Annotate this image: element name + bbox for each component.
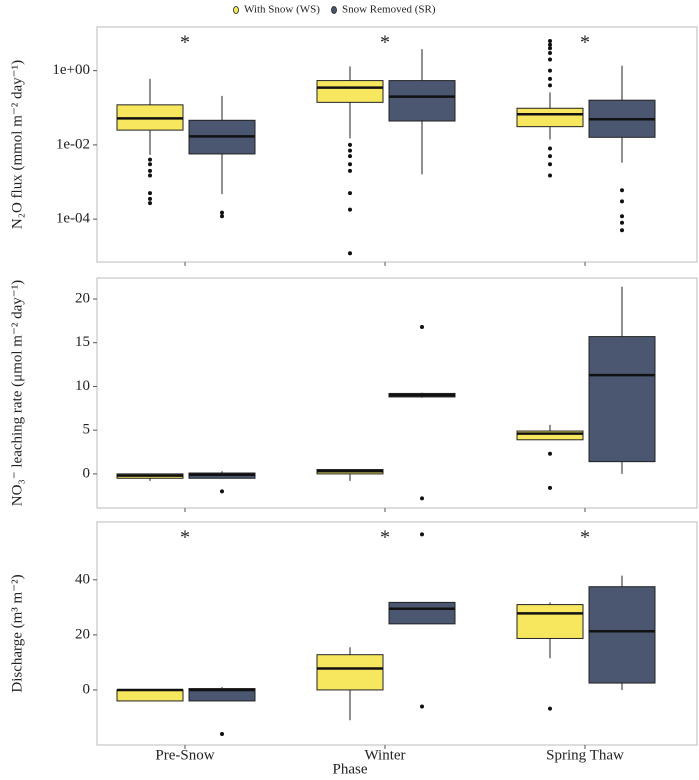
significance-star: * xyxy=(380,32,390,54)
x-tick-label: Spring Thaw xyxy=(546,747,624,763)
box xyxy=(316,654,384,691)
y-tick-label: 0 xyxy=(83,681,91,697)
outlier xyxy=(420,532,424,537)
outlier xyxy=(348,154,352,159)
box xyxy=(116,689,184,702)
outlier xyxy=(548,57,552,62)
outlier xyxy=(620,188,624,193)
x-tick-label: Winter xyxy=(364,747,405,763)
significance-star: * xyxy=(580,32,590,54)
y-tick-label: 40 xyxy=(75,571,90,587)
outlier xyxy=(548,706,552,711)
outlier xyxy=(220,731,224,736)
outlier xyxy=(548,485,552,490)
x-axis-label: Phase xyxy=(333,761,368,777)
outlier xyxy=(548,38,552,43)
outlier xyxy=(348,251,352,256)
box xyxy=(188,688,256,702)
outlier xyxy=(348,168,352,173)
legend-marker xyxy=(233,6,239,14)
y-tick-label: 15 xyxy=(75,334,90,350)
outlier xyxy=(148,201,152,206)
panel-frame xyxy=(96,277,698,509)
box xyxy=(516,604,584,639)
outlier xyxy=(620,214,624,219)
outlier xyxy=(548,451,552,456)
significance-star: * xyxy=(180,527,190,549)
outlier xyxy=(148,157,152,162)
y-tick-label: 1e+00 xyxy=(52,62,90,78)
box xyxy=(588,336,656,463)
outlier xyxy=(148,162,152,167)
y-tick-label: 1e-04 xyxy=(56,211,91,227)
legend-marker xyxy=(331,6,337,14)
outlier xyxy=(420,704,424,709)
y-tick-label: 5 xyxy=(83,422,91,438)
significance-star: * xyxy=(580,527,590,549)
outlier xyxy=(548,76,552,81)
outlier xyxy=(548,50,552,55)
outlier xyxy=(548,162,552,167)
outlier xyxy=(220,214,224,219)
outlier xyxy=(548,46,552,51)
box xyxy=(316,80,384,103)
outlier xyxy=(620,228,624,233)
significance-star: * xyxy=(380,527,390,549)
y-tick-label: 20 xyxy=(75,290,90,306)
y-tick-label: 1e-02 xyxy=(56,136,90,152)
outlier xyxy=(148,191,152,196)
box xyxy=(516,430,584,441)
outlier xyxy=(548,146,552,151)
y-tick-label: 20 xyxy=(75,626,90,642)
outlier xyxy=(348,191,352,196)
outlier xyxy=(548,154,552,159)
outlier xyxy=(420,324,424,329)
y-tick-label: 0 xyxy=(83,465,91,481)
legend-label: With Snow (WS) xyxy=(244,4,320,16)
outlier xyxy=(548,83,552,88)
outlier xyxy=(148,196,152,201)
outlier xyxy=(348,148,352,153)
outlier xyxy=(220,210,224,215)
outlier xyxy=(420,496,424,501)
x-tick-label: Pre-Snow xyxy=(155,747,214,763)
box xyxy=(516,107,584,128)
box xyxy=(388,80,456,122)
outlier xyxy=(548,68,552,73)
outlier xyxy=(348,142,352,147)
outlier xyxy=(148,173,152,178)
box xyxy=(388,601,456,625)
y-tick-label: 10 xyxy=(75,378,90,394)
outlier xyxy=(548,173,552,178)
y-axis-label: N₂O flux (mmol m⁻² day⁻¹) xyxy=(9,60,25,229)
outlier xyxy=(348,162,352,167)
outlier xyxy=(348,207,352,212)
box xyxy=(588,586,656,684)
outlier xyxy=(620,220,624,225)
y-axis-label: NO₃⁻ leaching rate (μmol m⁻² day⁻¹) xyxy=(9,280,25,506)
panel-frame xyxy=(96,26,698,263)
outlier xyxy=(548,42,552,47)
significance-star: * xyxy=(180,32,190,54)
legend-label: Snow Removed (SR) xyxy=(342,4,436,16)
y-axis-label: Discharge (m³ m⁻²) xyxy=(9,574,25,692)
outlier xyxy=(620,199,624,204)
outlier xyxy=(220,489,224,494)
outlier xyxy=(148,168,152,173)
panel-frame xyxy=(96,521,698,746)
